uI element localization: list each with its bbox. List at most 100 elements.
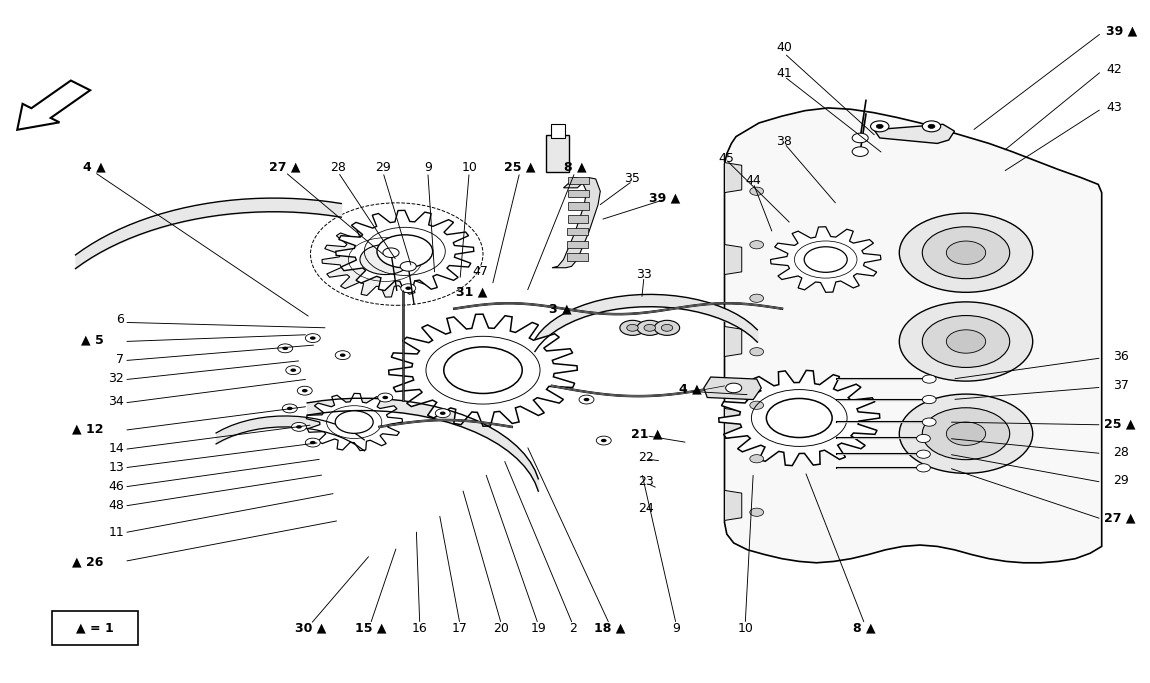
Text: 36: 36 (1113, 350, 1129, 363)
Text: 27 ▲: 27 ▲ (1104, 511, 1135, 525)
Circle shape (360, 245, 411, 275)
Polygon shape (719, 370, 880, 466)
Circle shape (584, 398, 590, 401)
Text: 18 ▲: 18 ▲ (593, 622, 626, 635)
Polygon shape (336, 210, 474, 292)
Text: 13: 13 (108, 460, 124, 474)
Circle shape (750, 455, 764, 463)
Circle shape (922, 316, 1010, 367)
Polygon shape (724, 490, 742, 520)
Circle shape (578, 395, 595, 404)
Circle shape (310, 441, 315, 445)
Text: 39 ▲: 39 ▲ (649, 191, 681, 205)
Circle shape (377, 235, 432, 268)
Polygon shape (389, 314, 577, 426)
Text: 29: 29 (375, 161, 391, 174)
Text: 48: 48 (108, 499, 124, 512)
Text: 4 ▲: 4 ▲ (678, 382, 702, 396)
Text: 29: 29 (1113, 474, 1129, 488)
Text: 30 ▲: 30 ▲ (294, 622, 327, 635)
Circle shape (726, 383, 742, 393)
Circle shape (627, 324, 638, 331)
Circle shape (928, 124, 935, 128)
Text: 32: 32 (108, 372, 124, 385)
Circle shape (654, 320, 680, 335)
Circle shape (899, 394, 1033, 473)
Polygon shape (724, 408, 742, 438)
Text: 34: 34 (108, 395, 124, 408)
Text: 45: 45 (719, 152, 735, 165)
Circle shape (922, 121, 941, 132)
Circle shape (278, 344, 292, 352)
Text: 47: 47 (473, 265, 489, 279)
Text: 8 ▲: 8 ▲ (564, 161, 586, 174)
Text: 2: 2 (569, 622, 576, 635)
Circle shape (400, 262, 416, 271)
Text: 25 ▲: 25 ▲ (504, 161, 536, 174)
Text: 11: 11 (108, 526, 124, 540)
Polygon shape (704, 377, 761, 400)
Text: 38: 38 (776, 135, 792, 148)
Circle shape (600, 438, 607, 443)
Text: 14: 14 (108, 441, 124, 455)
Text: 35: 35 (624, 172, 641, 186)
Circle shape (922, 408, 1010, 460)
Circle shape (297, 386, 313, 395)
Circle shape (750, 187, 764, 195)
Circle shape (620, 320, 645, 335)
Polygon shape (724, 245, 742, 275)
Bar (567, 253, 588, 261)
Text: ▲ 12: ▲ 12 (72, 422, 104, 436)
Circle shape (661, 324, 673, 331)
Circle shape (310, 336, 315, 339)
Circle shape (804, 247, 848, 273)
Bar (567, 240, 588, 248)
Text: ▲ 5: ▲ 5 (81, 333, 104, 346)
Bar (568, 202, 589, 210)
Circle shape (336, 351, 351, 359)
Circle shape (946, 241, 986, 264)
Text: 15 ▲: 15 ▲ (354, 622, 386, 635)
Polygon shape (322, 222, 449, 297)
Text: 9: 9 (424, 161, 431, 174)
Text: 41: 41 (776, 66, 792, 80)
Text: 31 ▲: 31 ▲ (455, 285, 488, 299)
Circle shape (922, 395, 936, 404)
Circle shape (301, 389, 308, 392)
Circle shape (383, 248, 399, 257)
Bar (568, 215, 589, 223)
Circle shape (871, 121, 889, 132)
Circle shape (444, 347, 522, 393)
Bar (568, 177, 589, 184)
Text: 23: 23 (638, 475, 654, 488)
Circle shape (400, 284, 416, 293)
Circle shape (439, 411, 446, 415)
Circle shape (283, 404, 298, 413)
Circle shape (285, 365, 301, 374)
Text: 4 ▲: 4 ▲ (83, 161, 106, 174)
Circle shape (852, 147, 868, 156)
Circle shape (292, 422, 306, 432)
Circle shape (946, 330, 986, 353)
Circle shape (406, 287, 412, 290)
Polygon shape (770, 227, 881, 292)
Text: 8 ▲: 8 ▲ (853, 622, 876, 635)
Circle shape (750, 508, 764, 516)
Text: 37: 37 (1113, 379, 1129, 393)
Bar (546, 135, 569, 172)
Text: 17: 17 (452, 622, 468, 635)
Text: 21 ▲: 21 ▲ (630, 427, 662, 441)
Polygon shape (552, 178, 600, 268)
Text: 42: 42 (1106, 63, 1122, 76)
Circle shape (899, 213, 1033, 292)
Text: 27 ▲: 27 ▲ (269, 161, 301, 174)
Bar (551, 124, 565, 138)
Text: 10: 10 (461, 161, 477, 174)
Circle shape (766, 398, 833, 438)
Circle shape (946, 422, 986, 445)
Text: 33: 33 (636, 268, 652, 281)
Text: 28: 28 (330, 161, 346, 174)
Bar (567, 228, 588, 236)
Text: 22: 22 (638, 451, 654, 464)
FancyArrow shape (17, 81, 90, 130)
